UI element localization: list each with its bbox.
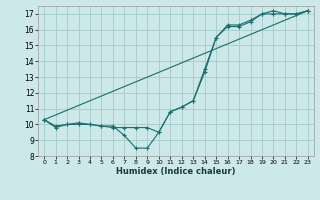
X-axis label: Humidex (Indice chaleur): Humidex (Indice chaleur): [116, 167, 236, 176]
